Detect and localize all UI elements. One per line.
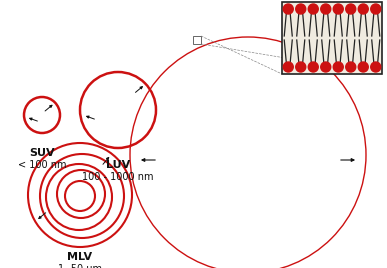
Circle shape	[333, 62, 343, 72]
Bar	[193, 36, 201, 44]
Text: MLV: MLV	[67, 252, 92, 262]
Circle shape	[358, 62, 368, 72]
Circle shape	[308, 4, 318, 14]
Circle shape	[321, 62, 331, 72]
Circle shape	[346, 4, 356, 14]
Bar	[282, 2, 382, 74]
Circle shape	[283, 4, 293, 14]
Circle shape	[371, 4, 381, 14]
Text: 100 - 1000 nm: 100 - 1000 nm	[82, 172, 154, 182]
Circle shape	[371, 62, 381, 72]
Circle shape	[308, 62, 318, 72]
Circle shape	[296, 62, 306, 72]
Text: LUV: LUV	[106, 160, 130, 170]
Circle shape	[321, 4, 331, 14]
Circle shape	[333, 4, 343, 14]
Circle shape	[283, 62, 293, 72]
Circle shape	[358, 4, 368, 14]
Circle shape	[346, 62, 356, 72]
Text: SUV: SUV	[29, 148, 55, 158]
Circle shape	[296, 4, 306, 14]
Text: < 100 nm: < 100 nm	[18, 160, 66, 170]
Text: 1- 50 μm: 1- 50 μm	[58, 264, 102, 268]
